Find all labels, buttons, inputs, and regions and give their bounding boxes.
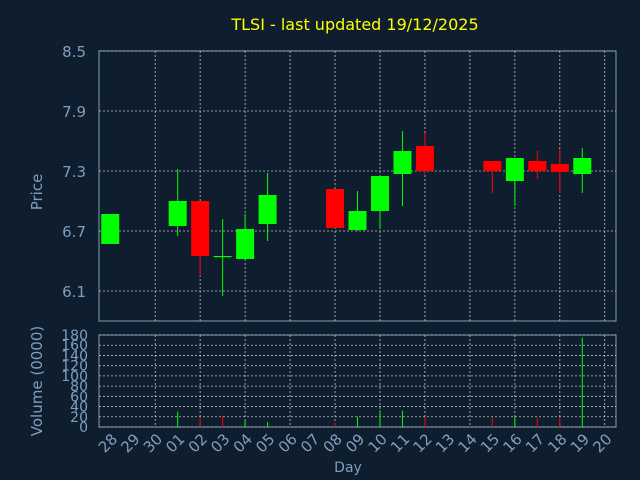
volume-bars bbox=[109, 337, 583, 427]
candle-08 bbox=[326, 189, 345, 228]
volume-y-tick: 0 bbox=[79, 420, 88, 436]
candle-18 bbox=[550, 149, 569, 193]
candle-body bbox=[191, 201, 210, 256]
volume-y-tick: 80 bbox=[70, 379, 88, 395]
candle-body bbox=[101, 214, 120, 244]
candle-body bbox=[213, 256, 232, 258]
candle-body bbox=[550, 164, 569, 172]
volume-y-tick: 20 bbox=[70, 410, 88, 426]
candle-04 bbox=[236, 214, 255, 259]
volume-y-tick: 40 bbox=[70, 400, 88, 416]
candle-body bbox=[393, 151, 412, 174]
price-y-tick: 8.5 bbox=[62, 43, 86, 61]
candle-body bbox=[258, 195, 277, 224]
candle-09 bbox=[348, 191, 367, 231]
candle-body bbox=[528, 161, 547, 171]
price-y-tick: 7.3 bbox=[62, 163, 86, 181]
price-plot-frame bbox=[98, 50, 617, 322]
candle-body bbox=[326, 189, 345, 228]
price-y-tick: 7.9 bbox=[62, 103, 86, 121]
candle-body bbox=[348, 211, 367, 230]
candle-16 bbox=[505, 158, 524, 206]
candle-11 bbox=[393, 131, 412, 206]
candle-body bbox=[415, 146, 434, 171]
candle-12 bbox=[415, 133, 434, 174]
volume-y-tick: 120 bbox=[61, 359, 88, 375]
volume-y-tick: 100 bbox=[61, 369, 88, 385]
volume-y-tick: 180 bbox=[61, 328, 88, 344]
day-x-tick-labels: 2829300102030405060708091011121314151617… bbox=[95, 430, 616, 456]
x-axis-label: Day bbox=[334, 460, 362, 476]
price-y-tick: 6.7 bbox=[62, 223, 86, 241]
candle-28 bbox=[101, 214, 120, 244]
volume-y-tick: 160 bbox=[61, 338, 88, 354]
candle-15 bbox=[483, 161, 502, 193]
price-panel: 6.1 6.7 7.3 7.9 8.5 Price bbox=[28, 43, 617, 322]
candle-body bbox=[236, 229, 255, 259]
candle-body bbox=[370, 176, 389, 211]
candle-10 bbox=[370, 176, 389, 229]
candle-05 bbox=[258, 173, 277, 241]
volume-axis-label: Volume (0000) bbox=[28, 326, 46, 436]
candle-02 bbox=[191, 201, 210, 276]
candle-body bbox=[505, 158, 524, 181]
price-candles bbox=[101, 131, 592, 296]
candle-19 bbox=[573, 148, 592, 193]
candle-body bbox=[573, 158, 592, 174]
chart-title: TLSI - last updated 19/12/2025 bbox=[230, 15, 478, 34]
volume-y-tick: 140 bbox=[61, 348, 88, 364]
candle-01 bbox=[168, 169, 187, 236]
volume-y-tick: 60 bbox=[70, 389, 88, 405]
price-y-tick: 6.1 bbox=[62, 283, 86, 301]
candle-17 bbox=[528, 151, 547, 179]
candle-body bbox=[483, 161, 502, 171]
price-y-tick-labels: 6.1 6.7 7.3 7.9 8.5 bbox=[62, 43, 86, 301]
price-axis-label: Price bbox=[28, 174, 46, 211]
candle-03 bbox=[213, 219, 232, 296]
candle-body bbox=[168, 201, 187, 226]
